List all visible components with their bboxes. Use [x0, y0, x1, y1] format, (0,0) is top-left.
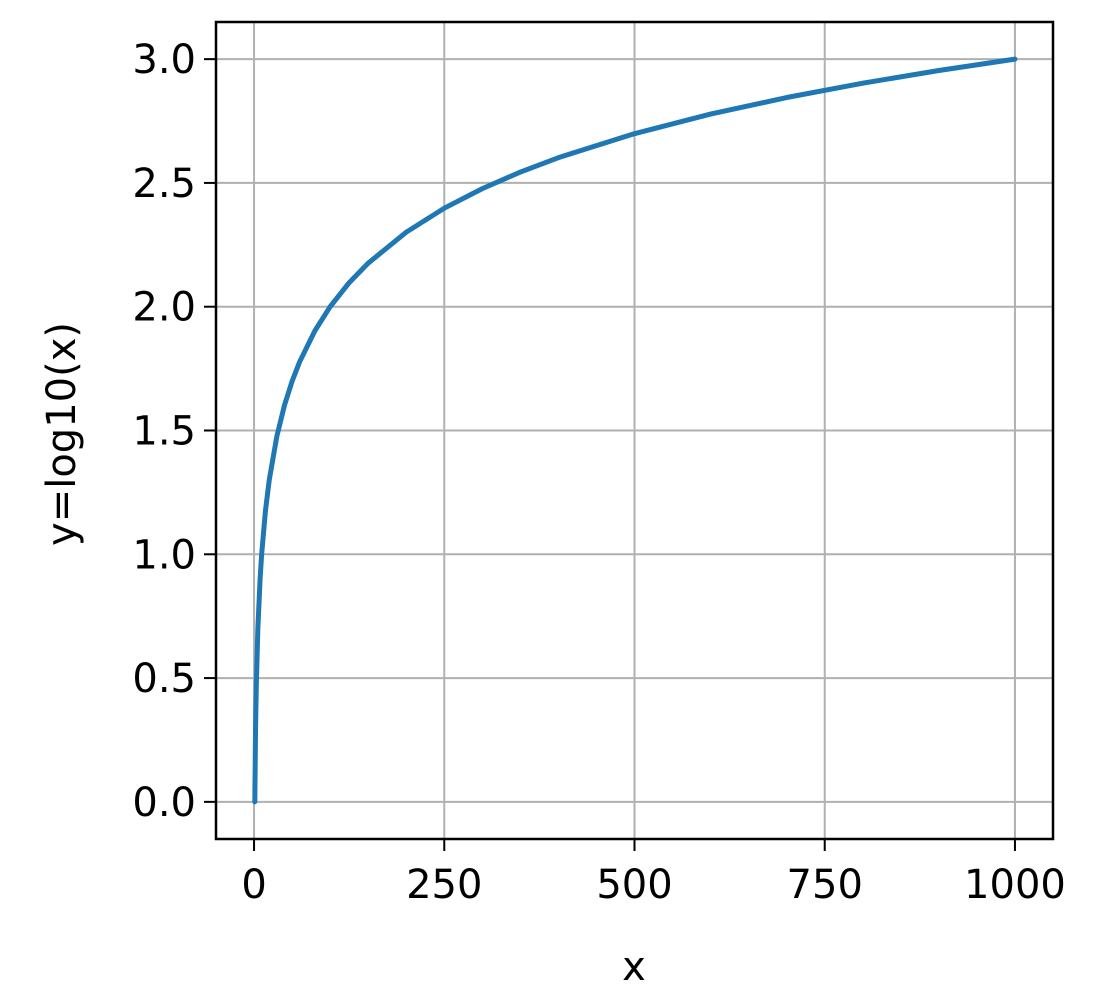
grid-lines: [216, 22, 1053, 839]
series-layer: [252, 56, 1018, 805]
x-axis-label: x: [622, 944, 646, 990]
y-tick-label: 2.0: [132, 285, 196, 331]
x-tick-label: 0: [241, 862, 266, 908]
series-line: [252, 56, 1018, 805]
y-tick-label: 3.0: [132, 37, 196, 83]
tick-labels: 0 250 500 750 1000 0.0 0.5 1.0 1.5 2.0 2.5 3.0: [132, 37, 1065, 908]
y-tick-label: 0.0: [132, 780, 196, 826]
y-axis-label: y=log10(x): [39, 322, 85, 546]
y-tick-label: 2.5: [132, 161, 196, 207]
y-tick-label: 0.5: [132, 656, 196, 702]
x-tick-label: 1000: [964, 862, 1066, 908]
x-tick-label: 750: [787, 862, 863, 908]
x-tick-label: 500: [596, 862, 672, 908]
x-tick-label: 250: [406, 862, 482, 908]
y-tick-label: 1.0: [132, 532, 196, 578]
tick-marks: [204, 58, 1016, 851]
y-tick-label: 1.5: [132, 409, 196, 455]
